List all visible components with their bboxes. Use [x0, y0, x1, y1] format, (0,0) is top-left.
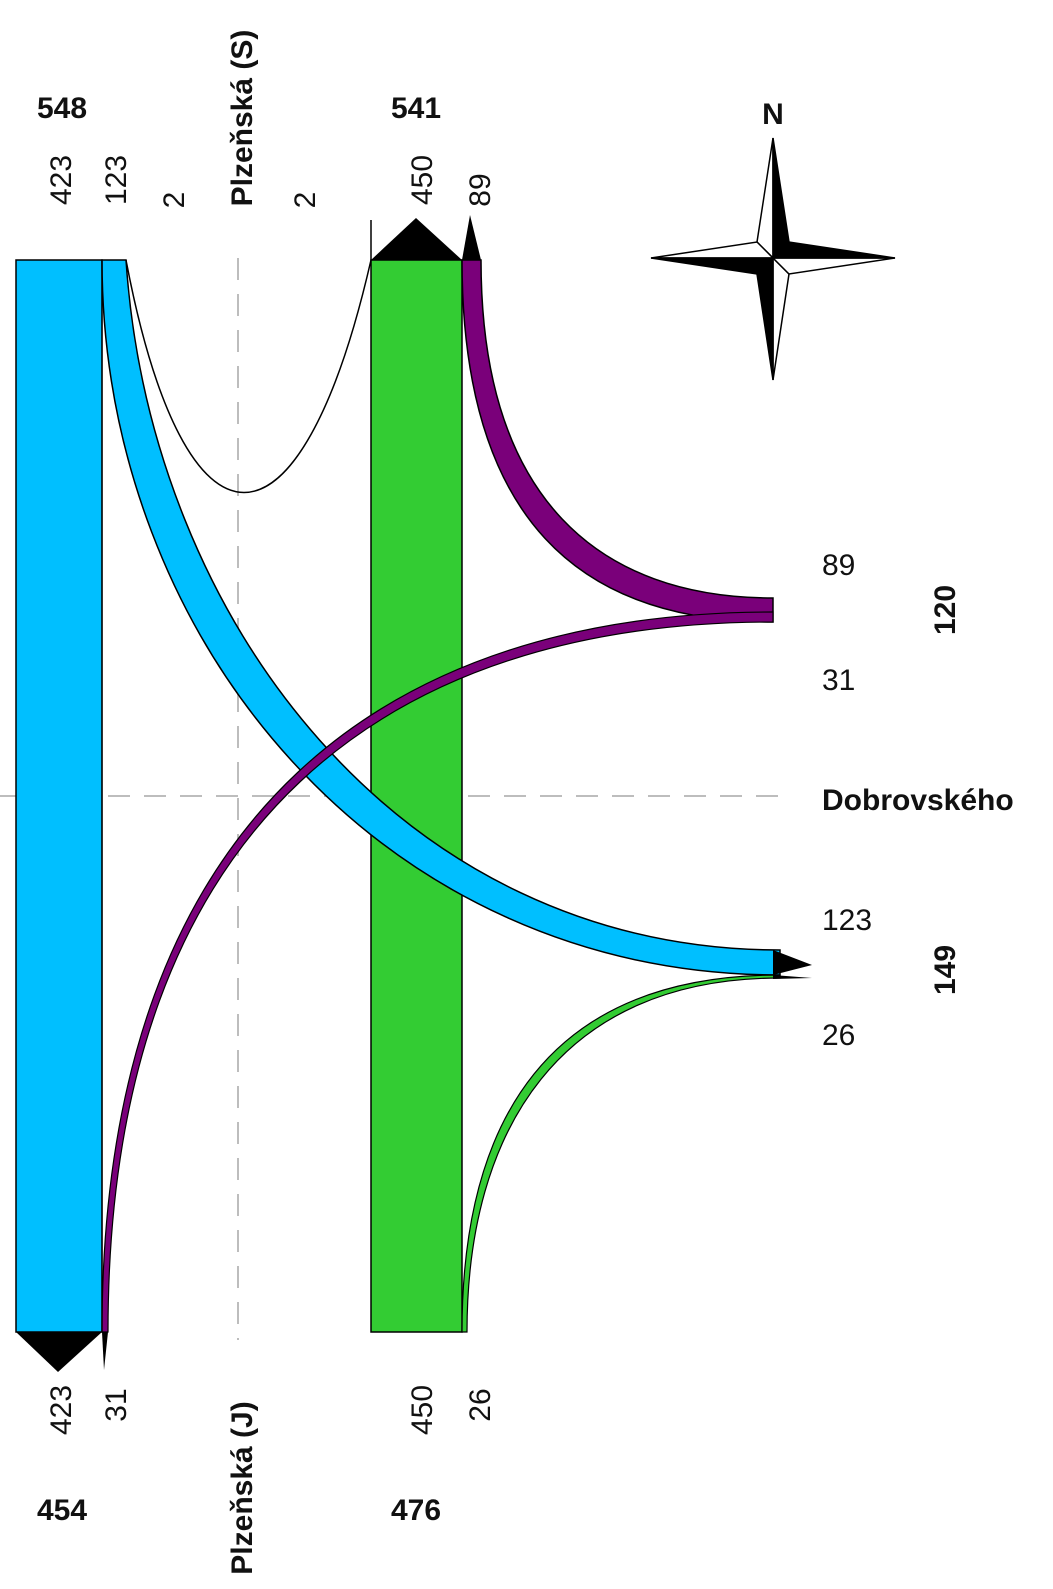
north-lane-value-2b: 2 [289, 192, 322, 209]
arrow-east-exit-123 [773, 950, 812, 975]
flow-band-south-north-through-450 [370, 259, 463, 1333]
flow-band-east-to-north-89 [461, 259, 774, 623]
road-label-north: Plzeňská (S) [226, 30, 259, 207]
south-total-left: 454 [37, 1494, 87, 1527]
south-total-right: 476 [391, 1494, 441, 1527]
north-total-left: 548 [37, 92, 87, 125]
arrow-east-exit-26 [773, 975, 812, 979]
east-total-lower: 149 [929, 945, 962, 995]
north-lane-value-450: 450 [406, 155, 439, 205]
south-lane-value-31: 31 [100, 1388, 133, 1421]
arrow-north-exit-450 [371, 218, 462, 260]
north-lane-value-123: 123 [100, 155, 133, 205]
north-total-right: 541 [391, 92, 441, 125]
north-lane-value-2a: 2 [158, 192, 191, 209]
east-value-123: 123 [822, 904, 872, 937]
arrow-north-exit-89 [462, 215, 481, 260]
road-label-east: Dobrovského [822, 784, 1014, 817]
flow-uturn-north-2 [125, 259, 372, 494]
east-value-26: 26 [822, 1019, 855, 1052]
compass-north-label: N [762, 98, 784, 131]
north-lane-value-423: 423 [45, 155, 78, 205]
east-value-89: 89 [822, 549, 855, 582]
south-lane-value-26: 26 [464, 1388, 497, 1421]
arrow-south-exit-423 [16, 1332, 102, 1372]
east-total-upper: 120 [929, 585, 962, 635]
compass-rose-icon [650, 137, 896, 381]
north-lane-value-89: 89 [464, 173, 497, 206]
road-label-south: Plzeňská (J) [226, 1401, 259, 1574]
east-value-31: 31 [822, 664, 855, 697]
arrow-south-exit-31 [102, 1332, 108, 1370]
flow-band-north-south-through-423 [15, 259, 103, 1333]
flow-band-south-to-east-26 [461, 974, 781, 1333]
south-lane-value-423: 423 [45, 1385, 78, 1435]
south-lane-value-450: 450 [406, 1385, 439, 1435]
